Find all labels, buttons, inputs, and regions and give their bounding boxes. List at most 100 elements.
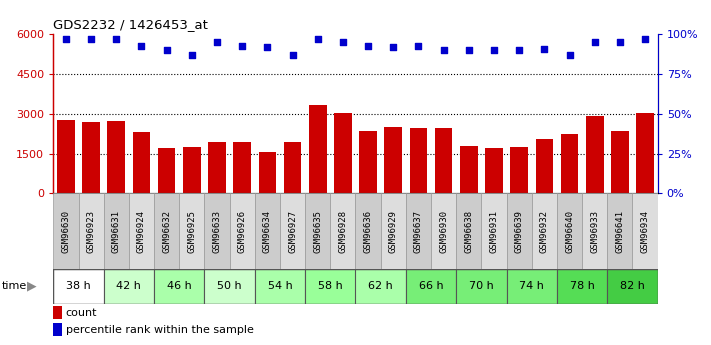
Point (237, 43, 248, 48)
Bar (183, 147, 201, 193)
Bar (53, 306, 63, 319)
Bar (53, 323, 63, 336)
Bar (334, 112, 352, 193)
Bar (561, 134, 578, 193)
Bar (205, 193, 230, 269)
Bar (280, 193, 305, 269)
Bar (255, 269, 305, 304)
Bar (456, 269, 506, 304)
Bar (154, 193, 179, 269)
Point (111, 37, 122, 42)
Bar (435, 128, 452, 193)
Bar (104, 269, 154, 304)
Text: GSM96635: GSM96635 (314, 210, 322, 253)
Bar (532, 193, 557, 269)
Point (136, 43, 147, 48)
Bar (636, 112, 654, 193)
Bar (481, 193, 506, 269)
Text: GSM96932: GSM96932 (540, 210, 549, 253)
Text: 78 h: 78 h (570, 282, 594, 291)
Point (589, 40, 600, 45)
Bar (557, 269, 607, 304)
Bar (133, 132, 150, 193)
Point (564, 52, 575, 58)
Bar (510, 147, 528, 193)
Point (463, 48, 474, 53)
Bar (255, 193, 280, 269)
Text: 58 h: 58 h (318, 282, 343, 291)
Bar (154, 269, 205, 304)
Text: GSM96640: GSM96640 (565, 210, 574, 253)
Point (312, 37, 324, 42)
Text: GSM96931: GSM96931 (489, 210, 498, 253)
Bar (259, 152, 276, 193)
Bar (485, 148, 503, 193)
Bar (607, 193, 633, 269)
Text: GSM96641: GSM96641 (616, 210, 624, 253)
Point (387, 45, 399, 50)
Text: GSM96634: GSM96634 (263, 210, 272, 253)
Text: GSM96929: GSM96929 (389, 210, 397, 253)
Point (363, 43, 374, 48)
Text: 74 h: 74 h (519, 282, 544, 291)
Bar (104, 193, 129, 269)
Point (614, 40, 626, 45)
Point (337, 40, 348, 45)
Bar (230, 193, 255, 269)
Text: GSM96637: GSM96637 (414, 210, 423, 253)
Text: 70 h: 70 h (469, 282, 493, 291)
Bar (305, 193, 331, 269)
Bar (205, 269, 255, 304)
Bar (305, 269, 356, 304)
Point (211, 40, 223, 45)
Text: 50 h: 50 h (218, 282, 242, 291)
Bar (586, 117, 604, 193)
Point (186, 52, 198, 58)
Bar (406, 269, 456, 304)
Bar (284, 141, 301, 193)
Bar (57, 120, 75, 193)
Text: GSM96636: GSM96636 (363, 210, 373, 253)
Point (413, 43, 424, 48)
Point (85, 37, 97, 42)
Point (438, 48, 449, 53)
Text: 62 h: 62 h (368, 282, 393, 291)
Bar (179, 193, 205, 269)
Bar (406, 193, 431, 269)
Bar (309, 105, 326, 193)
Bar (158, 148, 176, 193)
Text: GSM96925: GSM96925 (187, 210, 196, 253)
Point (262, 45, 273, 50)
Text: GSM96928: GSM96928 (338, 210, 348, 253)
Text: GSM96933: GSM96933 (590, 210, 599, 253)
Bar (380, 193, 406, 269)
Bar (460, 146, 478, 193)
Point (60, 37, 72, 42)
Text: 38 h: 38 h (66, 282, 91, 291)
Bar (129, 193, 154, 269)
Bar (356, 193, 380, 269)
Bar (53, 193, 78, 269)
Bar (506, 193, 532, 269)
Text: time: time (1, 282, 27, 291)
Bar (331, 193, 356, 269)
Bar (456, 193, 481, 269)
Bar (82, 122, 100, 193)
Bar (582, 193, 607, 269)
Point (539, 46, 550, 51)
Bar (53, 269, 104, 304)
Text: GSM96923: GSM96923 (87, 210, 95, 253)
Point (161, 48, 172, 53)
Text: GSM96926: GSM96926 (237, 210, 247, 253)
Bar (410, 128, 427, 193)
Text: GSM96632: GSM96632 (162, 210, 171, 253)
Text: GSM96930: GSM96930 (439, 210, 448, 253)
Text: count: count (65, 308, 97, 318)
Text: 42 h: 42 h (117, 282, 141, 291)
Text: GSM96630: GSM96630 (61, 210, 70, 253)
Bar (107, 121, 125, 193)
Text: 46 h: 46 h (167, 282, 191, 291)
Bar (611, 131, 629, 193)
Bar (208, 141, 226, 193)
Text: GSM96638: GSM96638 (464, 210, 474, 253)
